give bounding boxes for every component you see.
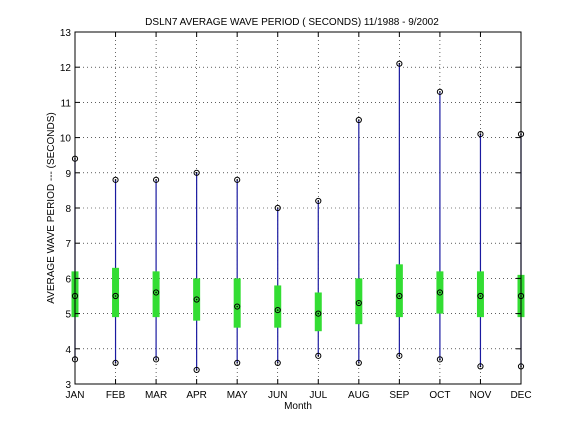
median-marker-jun bbox=[274, 306, 281, 314]
max-marker-sep bbox=[396, 60, 403, 67]
data-marks bbox=[71, 60, 525, 374]
y-tick-label: 10 bbox=[60, 134, 72, 145]
min-marker-dot-sep bbox=[398, 355, 401, 357]
grid-lines bbox=[74, 31, 522, 385]
median-marker-oct bbox=[436, 289, 444, 296]
box-sep bbox=[395, 264, 403, 318]
y-tick-label: 13 bbox=[60, 28, 72, 39]
median-marker-aug bbox=[355, 299, 362, 307]
max-marker-feb bbox=[112, 176, 119, 183]
median-marker-jul bbox=[315, 310, 322, 317]
max-marker-jun bbox=[274, 204, 281, 212]
min-marker-dot-nov bbox=[479, 365, 482, 368]
min-marker-dot-apr bbox=[195, 369, 198, 371]
min-marker-dot-jul bbox=[317, 355, 320, 357]
box-mar bbox=[152, 271, 160, 318]
box-nov bbox=[476, 271, 484, 318]
plot-frame bbox=[74, 31, 522, 385]
axis-ticks: 3 4 5 6 7 8 9 10 11 12 13 JAN FEB MAR APR MAY JUN JUL AUG S… bbox=[60, 28, 532, 401]
box-jun bbox=[274, 285, 282, 328]
min-marker-aug bbox=[355, 359, 362, 366]
min-marker-nov bbox=[477, 363, 484, 370]
x-tick-label: DEC bbox=[510, 390, 531, 401]
max-marker-dot-feb bbox=[114, 179, 117, 181]
y-tick-label: 11 bbox=[61, 98, 72, 109]
min-marker-apr bbox=[193, 366, 200, 374]
median-marker-dot-jul bbox=[317, 312, 320, 315]
max-marker-may bbox=[234, 176, 241, 183]
median-marker-dot-jun bbox=[276, 309, 279, 311]
min-marker-may bbox=[234, 359, 241, 366]
y-tick-label: 7 bbox=[65, 239, 71, 250]
x-tick-label: FEB bbox=[106, 390, 126, 401]
max-marker-dot-aug bbox=[358, 119, 360, 121]
x-tick-label: JUN bbox=[268, 390, 287, 401]
median-marker-dot-aug bbox=[358, 302, 360, 304]
max-marker-dot-sep bbox=[398, 62, 401, 65]
x-tick-label: MAY bbox=[227, 390, 248, 401]
max-marker-aug bbox=[355, 116, 362, 124]
x-tick-label: MAR bbox=[145, 390, 167, 401]
y-tick-label: 6 bbox=[65, 274, 71, 285]
box-feb bbox=[112, 267, 120, 318]
x-axis-label: Month bbox=[284, 401, 312, 412]
y-axis-label: AVERAGE WAVE PERIOD --- (SECONDS) bbox=[46, 112, 57, 304]
min-marker-jul bbox=[315, 352, 322, 359]
chart-title: DSLN7 AVERAGE WAVE PERIOD ( SECONDS) 11/… bbox=[145, 17, 439, 28]
median-marker-feb bbox=[112, 292, 119, 300]
min-marker-mar bbox=[152, 356, 160, 363]
max-marker-apr bbox=[193, 169, 200, 176]
y-tick-label: 9 bbox=[65, 169, 71, 180]
min-marker-dot-feb bbox=[114, 362, 117, 364]
median-marker-nov bbox=[477, 292, 484, 300]
y-tick-label: 5 bbox=[65, 310, 71, 321]
x-tick-label: JAN bbox=[66, 390, 85, 401]
max-marker-dot-jul bbox=[317, 200, 320, 202]
min-marker-dot-jun bbox=[276, 362, 279, 364]
median-marker-dot-may bbox=[236, 305, 238, 308]
median-marker-dot-sep bbox=[398, 295, 401, 297]
x-tick-label: SEP bbox=[389, 390, 409, 401]
median-marker-dot-nov bbox=[479, 295, 482, 297]
min-marker-sep bbox=[396, 352, 403, 359]
median-marker-dot-mar bbox=[155, 291, 157, 294]
max-marker-dot-jun bbox=[276, 207, 279, 209]
x-tick-label: APR bbox=[186, 390, 207, 401]
min-marker-dot-may bbox=[236, 362, 238, 364]
x-tick-label: AUG bbox=[348, 390, 370, 401]
max-marker-dot-oct bbox=[439, 91, 441, 93]
y-tick-label: 3 bbox=[65, 380, 71, 391]
max-marker-dot-apr bbox=[195, 172, 198, 174]
median-marker-dot-feb bbox=[114, 295, 117, 297]
max-marker-dot-may bbox=[236, 179, 238, 181]
max-marker-jul bbox=[315, 197, 322, 205]
y-tick-label: 12 bbox=[60, 63, 72, 74]
median-marker-dot-oct bbox=[439, 291, 441, 294]
min-marker-feb bbox=[112, 359, 119, 366]
box-jul bbox=[314, 292, 322, 332]
min-marker-dot-aug bbox=[358, 362, 360, 364]
y-tick-label: 8 bbox=[65, 204, 71, 215]
min-marker-dot-mar bbox=[155, 358, 157, 361]
median-marker-may bbox=[234, 303, 241, 310]
box-aug bbox=[355, 278, 363, 325]
y-tick-label: 4 bbox=[65, 345, 71, 356]
median-marker-dot-apr bbox=[195, 298, 198, 301]
min-marker-oct bbox=[436, 356, 444, 363]
max-marker-oct bbox=[436, 88, 444, 95]
x-tick-label: OCT bbox=[429, 390, 450, 401]
median-marker-sep bbox=[396, 292, 403, 300]
max-marker-dot-nov bbox=[479, 133, 482, 135]
x-tick-label: JUL bbox=[309, 390, 327, 401]
median-marker-mar bbox=[152, 289, 160, 296]
max-marker-nov bbox=[477, 130, 484, 138]
x-tick-label: NOV bbox=[470, 390, 492, 401]
max-marker-dot-mar bbox=[155, 179, 157, 181]
median-marker-apr bbox=[193, 296, 200, 303]
max-marker-mar bbox=[152, 176, 160, 183]
box-may bbox=[233, 278, 241, 328]
min-marker-dot-oct bbox=[439, 358, 441, 361]
min-marker-jun bbox=[274, 359, 281, 366]
